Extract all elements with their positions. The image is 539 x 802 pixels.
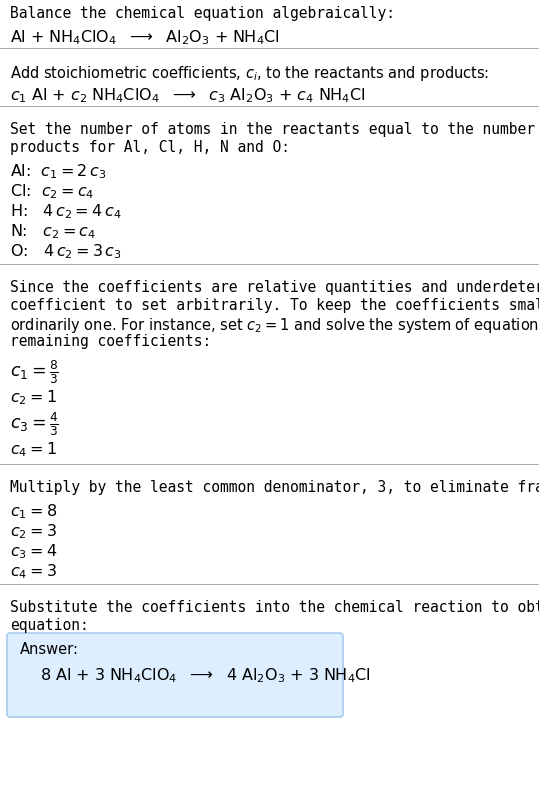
Text: $c_4 = 1$: $c_4 = 1$ [10,440,57,459]
Text: Substitute the coefficients into the chemical reaction to obtain the balanced: Substitute the coefficients into the che… [10,600,539,615]
Text: $c_2 = 1$: $c_2 = 1$ [10,388,57,407]
Text: equation:: equation: [10,618,89,633]
Text: Multiply by the least common denominator, 3, to eliminate fractional coefficient: Multiply by the least common denominator… [10,480,539,495]
Text: $c_3 = 4$: $c_3 = 4$ [10,542,57,561]
Text: Since the coefficients are relative quantities and underdetermined, choose a: Since the coefficients are relative quan… [10,280,539,295]
Text: O:   $4\,c_2 = 3\,c_3$: O: $4\,c_2 = 3\,c_3$ [10,242,122,261]
Text: ordinarily one. For instance, set $c_2 = 1$ and solve the system of equations fo: ordinarily one. For instance, set $c_2 =… [10,316,539,335]
Text: Balance the chemical equation algebraically:: Balance the chemical equation algebraica… [10,6,395,21]
Text: $c_4 = 3$: $c_4 = 3$ [10,562,57,581]
Text: Set the number of atoms in the reactants equal to the number of atoms in the: Set the number of atoms in the reactants… [10,122,539,137]
Text: 8 Al + 3 NH$_4$ClO$_4$  $\longrightarrow$  4 Al$_2$O$_3$ + 3 NH$_4$Cl: 8 Al + 3 NH$_4$ClO$_4$ $\longrightarrow$… [40,666,371,685]
Text: Cl:  $c_2 = c_4$: Cl: $c_2 = c_4$ [10,182,94,200]
Text: Answer:: Answer: [20,642,79,657]
FancyBboxPatch shape [7,633,343,717]
Text: H:   $4\,c_2 = 4\,c_4$: H: $4\,c_2 = 4\,c_4$ [10,202,121,221]
Text: $c_1$ Al + $c_2$ NH$_4$ClO$_4$  $\longrightarrow$  $c_3$ Al$_2$O$_3$ + $c_4$ NH$: $c_1$ Al + $c_2$ NH$_4$ClO$_4$ $\longrig… [10,86,365,105]
Text: coefficient to set arbitrarily. To keep the coefficients small, the arbitrary va: coefficient to set arbitrarily. To keep … [10,298,539,313]
Text: N:   $c_2 = c_4$: N: $c_2 = c_4$ [10,222,96,241]
Text: $c_3 = \frac{4}{3}$: $c_3 = \frac{4}{3}$ [10,410,59,438]
Text: products for Al, Cl, H, N and O:: products for Al, Cl, H, N and O: [10,140,290,155]
Text: remaining coefficients:: remaining coefficients: [10,334,211,349]
Text: $c_1 = \frac{8}{3}$: $c_1 = \frac{8}{3}$ [10,358,59,386]
Text: Add stoichiometric coefficients, $c_i$, to the reactants and products:: Add stoichiometric coefficients, $c_i$, … [10,64,489,83]
Text: $c_1 = 8$: $c_1 = 8$ [10,502,57,520]
Text: Al + NH$_4$ClO$_4$  $\longrightarrow$  Al$_2$O$_3$ + NH$_4$Cl: Al + NH$_4$ClO$_4$ $\longrightarrow$ Al$… [10,28,280,47]
Text: $c_2 = 3$: $c_2 = 3$ [10,522,57,541]
Text: Al:  $c_1 = 2\,c_3$: Al: $c_1 = 2\,c_3$ [10,162,107,180]
